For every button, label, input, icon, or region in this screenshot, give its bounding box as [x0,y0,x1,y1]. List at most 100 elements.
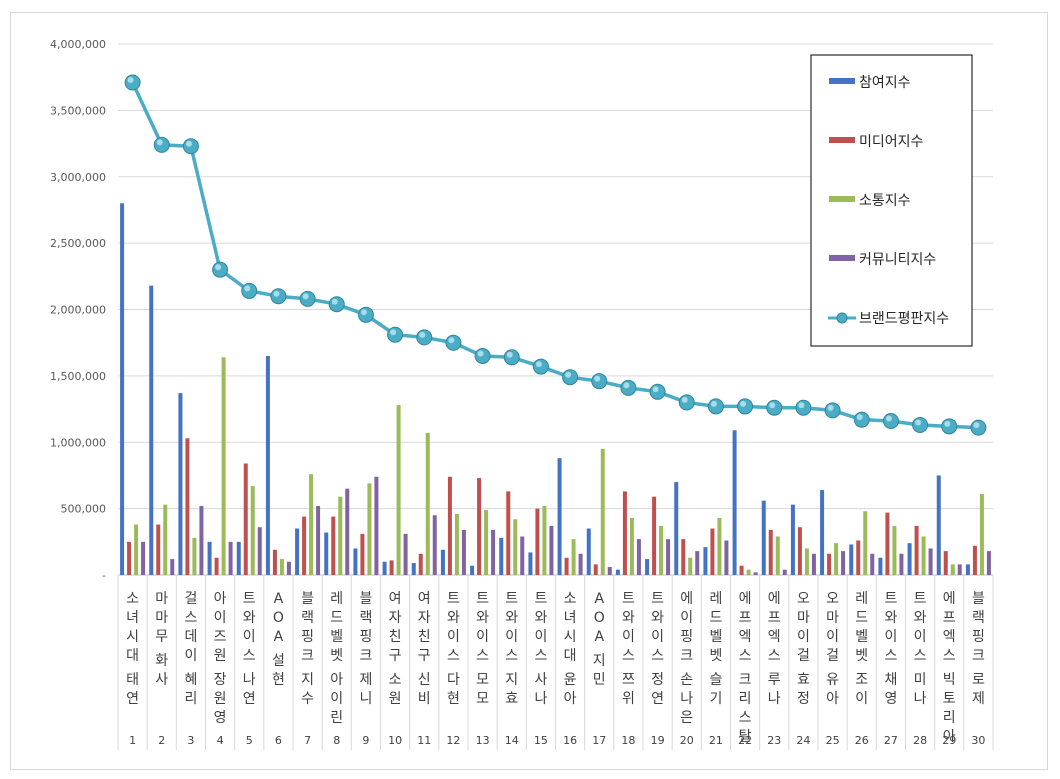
bar-10-series-1 [382,561,387,575]
bar-10-series-4 [403,533,408,575]
line-point-highlight [390,329,397,336]
line-point-26 [853,411,870,428]
bar-29-series-4 [957,564,962,575]
bar-3-series-1 [178,393,183,575]
category-number-16: 16 [563,734,577,747]
bar-25-series-3 [834,543,839,575]
bar-15-series-3 [542,505,547,575]
bar-26-series-3 [863,511,868,575]
line-point-21 [707,398,724,415]
bar-18-series-2 [622,491,627,575]
line-point-24 [795,399,812,416]
line-point-27 [882,413,899,430]
bar-22-series-2 [739,565,744,575]
bar-13-series-3 [484,509,489,575]
category-number-28: 28 [913,734,927,747]
bar-1-series-3 [134,524,139,575]
line-point-30 [970,419,987,436]
bar-22-series-1 [732,430,737,575]
line-point-1 [124,74,141,91]
legend-label-4: 커뮤니티지수 [859,252,936,268]
bar-19-series-2 [652,496,657,575]
line-point-11 [416,329,433,346]
category-number-13: 13 [476,734,490,747]
line-point-13 [474,347,491,364]
bar-18-series-3 [629,517,634,575]
y-tick-label: 4,000,000 [50,38,106,51]
category-number-6: 6 [275,734,282,747]
legend-swatch-4 [829,255,855,261]
line-point-highlight [419,331,426,338]
category-number-3: 3 [187,734,194,747]
bar-11-series-4 [432,515,437,575]
category-number-21: 21 [709,734,723,747]
bar-13-series-1 [470,565,475,575]
bar-25-series-2 [827,553,832,575]
bar-7-series-2 [302,516,307,575]
line-point-15 [532,358,549,375]
bar-16-series-4 [578,553,583,575]
line-point-highlight [331,298,338,305]
line-point-highlight [594,375,601,382]
bar-28-series-3 [921,536,926,575]
bar-1-series-4 [141,541,146,575]
line-point-4 [212,261,229,278]
bar-2-series-1 [149,285,154,575]
legend-label-5: 브랜드평판지수 [859,311,949,327]
bar-19-series-4 [666,539,671,575]
legend-swatch-1 [829,78,855,84]
bar-2-series-2 [156,524,161,575]
category-number-12: 12 [446,734,460,747]
bar-17-series-3 [600,448,605,575]
y-tick-label: - [102,569,106,582]
y-tick-label: 500,000 [61,503,107,516]
line-point-highlight [185,140,192,147]
bar-22-series-4 [753,572,758,575]
bar-9-series-1 [353,548,358,575]
bar-13-series-2 [477,478,482,575]
line-point-2 [153,136,170,153]
line-point-highlight [681,396,688,403]
line-point-highlight [710,400,717,407]
bar-23-series-4 [782,569,787,575]
line-point-highlight [360,309,367,316]
bar-5-series-3 [250,486,255,575]
bar-28-series-2 [914,525,919,575]
legend-swatch-2 [829,137,855,143]
line-point-highlight [652,386,659,393]
bar-3-series-4 [199,505,204,575]
bar-5-series-4 [257,527,262,575]
bar-25-series-4 [841,551,846,575]
bar-5-series-2 [243,463,248,575]
bar-11-series-3 [425,432,430,575]
y-tick-label: 1,500,000 [50,370,106,383]
bar-10-series-2 [389,560,394,575]
bar-27-series-3 [892,525,897,575]
bar-16-series-1 [557,458,562,575]
bar-17-series-4 [607,567,612,575]
bar-26-series-4 [870,553,875,575]
line-point-18 [620,379,637,396]
bar-5-series-1 [236,541,241,575]
bar-6-series-1 [265,355,270,575]
bar-9-series-3 [367,483,372,575]
bar-26-series-1 [849,544,854,575]
line-point-14 [503,349,520,366]
bar-1-series-1 [120,203,125,576]
bar-29-series-3 [950,564,955,575]
